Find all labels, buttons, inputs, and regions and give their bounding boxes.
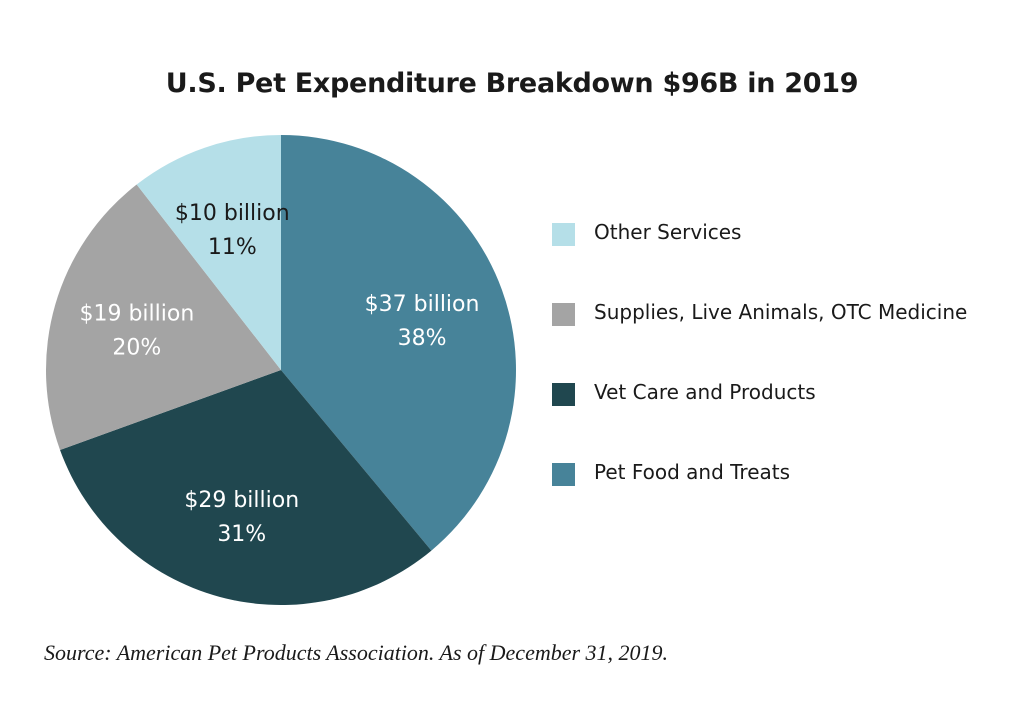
- slice-percent-label: 11%: [208, 235, 257, 260]
- legend-label: Supplies, Live Animals, OTC Medicine: [594, 300, 968, 324]
- slice-amount-label: $19 billion: [79, 301, 194, 326]
- slice-amount-label: $37 billion: [365, 292, 480, 317]
- legend-label: Other Services: [594, 220, 742, 244]
- chart-title: U.S. Pet Expenditure Breakdown $96B in 2…: [165, 68, 859, 99]
- legend-swatch: [552, 463, 575, 486]
- pie-slice-supplies-live-animals-otc-medicine: [46, 184, 282, 450]
- pie-slice-other-services: [136, 135, 281, 370]
- legend-label: Vet Care and Products: [594, 380, 816, 404]
- legend-swatch: [552, 303, 575, 326]
- pie-labels: $37 billion 38% $29 billion 31% $19 billion 2…: [79, 201, 479, 547]
- pie-slices: [46, 135, 516, 606]
- slice-percent-label: 38%: [398, 326, 447, 351]
- source-note: Source: American Pet Products Associatio…: [44, 640, 669, 665]
- slice-amount-label: $10 billion: [175, 201, 290, 226]
- slice-amount-label: $29 billion: [184, 488, 299, 513]
- legend-swatch: [552, 383, 575, 406]
- slice-percent-label: 20%: [112, 335, 161, 360]
- pie-slice-pet-food-and-treats: [281, 135, 516, 551]
- slice-percent-label: 31%: [217, 522, 266, 547]
- pie-slice-vet-care-and-products: [60, 370, 432, 606]
- legend-label: Pet Food and Treats: [594, 460, 791, 484]
- legend-swatch: [552, 223, 575, 246]
